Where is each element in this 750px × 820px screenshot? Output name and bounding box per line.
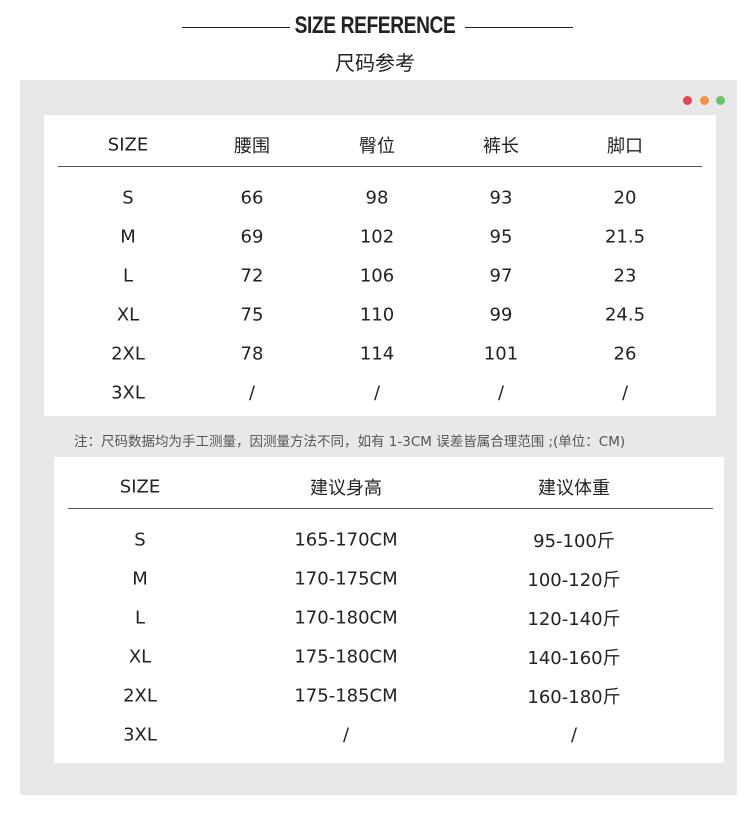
table-cell: M [120,226,136,248]
table-cell: / [248,382,256,404]
table-cell: 2XL [111,343,145,365]
table-cell: 106 [359,265,395,287]
column-header: 臀位 [359,136,395,157]
table-cell: 2XL [123,685,157,707]
orange-dot-icon [700,96,709,105]
column-header: 脚口 [607,136,643,157]
table-cell: / [373,382,381,404]
column-header: 建议体重 [538,478,610,499]
table-cell: 75 [240,304,264,326]
column-header: SIZE [107,134,149,156]
table-cell: 97 [489,265,513,287]
table-cell: XL [128,646,152,668]
table-cell: S [134,529,146,551]
table-cell: 170-175CM [294,568,398,590]
column-header: 裤长 [483,136,519,157]
table-cell: 3XL [123,724,157,746]
table-cell: 69 [240,226,264,248]
header-divider [58,166,702,167]
table-cell: 101 [483,343,519,365]
column-header: 建议身高 [310,478,382,499]
table-cell: 20 [613,187,637,209]
table-cell: 95-100斤 [533,531,615,552]
table-cell: L [122,265,134,287]
table-cell: 95 [489,226,513,248]
table-cell: 175-185CM [294,685,398,707]
table-cell: 78 [240,343,264,365]
column-header: SIZE [119,476,161,498]
table-cell: 72 [240,265,264,287]
table-cell: 24.5 [604,304,646,326]
table-cell: 100-120斤 [527,570,621,591]
table-cell: 93 [489,187,513,209]
page-title: SIZE REFERENCE [294,12,456,39]
table-cell: L [134,607,146,629]
table-cell: 3XL [111,382,145,404]
table-cell: 140-160斤 [527,648,621,669]
red-dot-icon [683,96,692,105]
table-cell: 120-140斤 [527,609,621,630]
title-rule-right [465,27,573,28]
table-cell: / [342,724,350,746]
measurement-table [44,115,716,416]
table-cell: 66 [240,187,264,209]
table-cell: 21.5 [604,226,646,248]
table-cell: / [497,382,505,404]
table-cell: 102 [359,226,395,248]
table-cell: 23 [613,265,637,287]
column-header: 腰围 [234,136,270,157]
table-cell: 160-180斤 [527,687,621,708]
page-subtitle: 尺码参考 [335,51,415,75]
green-dot-icon [716,96,725,105]
measurement-note: 注：尺码数据均为手工测量，因测量方法不同，如有 1-3CM 误差皆属合理范围 ;… [74,434,626,450]
table-cell: / [621,382,629,404]
table-cell: S [122,187,134,209]
table-cell: 170-180CM [294,607,398,629]
title-rule-left [182,27,290,28]
header-divider [68,508,713,509]
table-cell: 175-180CM [294,646,398,668]
table-cell: 165-170CM [294,529,398,551]
table-cell: 26 [613,343,637,365]
table-cell: M [132,568,148,590]
table-cell: 98 [365,187,389,209]
table-cell: 114 [359,343,395,365]
table-cell: 99 [489,304,513,326]
table-cell: 110 [359,304,395,326]
table-cell: XL [116,304,140,326]
table-cell: / [570,724,578,746]
